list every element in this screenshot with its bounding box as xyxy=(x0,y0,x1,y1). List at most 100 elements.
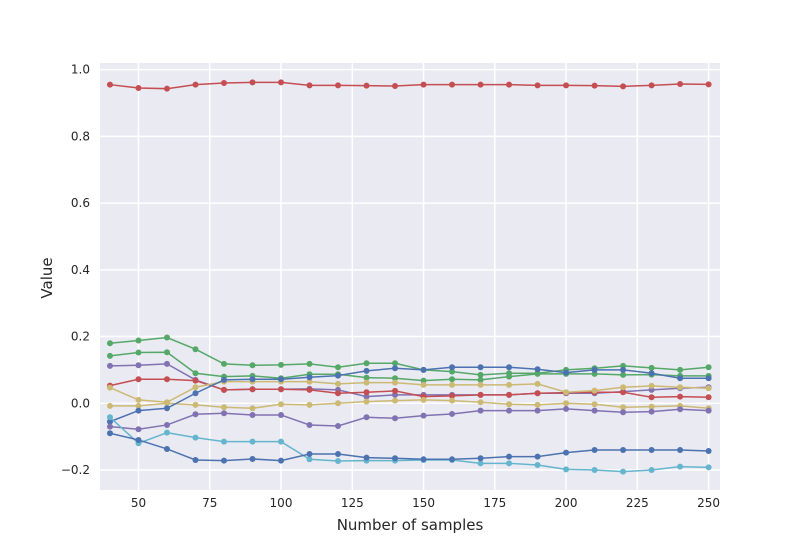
data-point xyxy=(477,81,484,88)
data-point xyxy=(278,457,285,464)
series-line xyxy=(109,351,709,382)
data-point xyxy=(506,381,513,388)
data-point xyxy=(363,367,370,374)
data-point xyxy=(449,397,456,404)
data-point xyxy=(648,394,655,401)
data-point xyxy=(449,381,456,388)
plot-area xyxy=(100,63,720,490)
data-point xyxy=(591,407,598,414)
series-line xyxy=(109,380,709,404)
data-point xyxy=(249,405,256,412)
x-tick-label: 100 xyxy=(270,496,293,510)
data-point xyxy=(192,377,199,384)
data-point xyxy=(335,457,342,464)
data-point xyxy=(335,450,342,457)
data-point xyxy=(163,445,170,452)
data-point xyxy=(648,408,655,415)
data-point xyxy=(449,410,456,417)
data-point xyxy=(135,402,142,409)
x-tick-label: 250 xyxy=(697,496,720,510)
series-10 xyxy=(106,430,712,464)
data-point xyxy=(591,466,598,473)
data-point xyxy=(278,386,285,393)
data-point xyxy=(449,364,456,371)
data-point xyxy=(192,390,199,397)
data-point xyxy=(335,422,342,429)
data-point xyxy=(363,393,370,400)
data-point xyxy=(278,361,285,368)
series-group xyxy=(106,79,712,475)
data-point xyxy=(278,438,285,445)
data-point xyxy=(392,379,399,386)
data-point xyxy=(477,399,484,406)
data-point xyxy=(677,393,684,400)
data-point xyxy=(392,360,399,367)
data-point xyxy=(363,414,370,421)
data-point xyxy=(135,85,142,92)
data-point xyxy=(420,81,427,88)
data-point xyxy=(420,377,427,384)
data-point xyxy=(221,386,227,393)
series-line xyxy=(109,432,709,462)
data-point xyxy=(363,389,370,396)
data-point xyxy=(677,375,684,382)
grid xyxy=(100,63,720,490)
data-point xyxy=(192,370,199,377)
x-tick-label: 125 xyxy=(341,496,364,510)
data-point xyxy=(192,434,199,441)
data-point xyxy=(392,387,399,394)
data-point xyxy=(449,368,456,375)
data-point xyxy=(249,438,256,445)
data-point xyxy=(135,362,142,369)
data-point xyxy=(335,400,342,407)
data-point xyxy=(591,366,598,373)
x-tick-label: 225 xyxy=(626,496,649,510)
data-point xyxy=(163,405,170,412)
data-point xyxy=(335,364,342,371)
series-line xyxy=(109,366,709,423)
data-point xyxy=(449,456,456,463)
y-tick-label: 0.0 xyxy=(71,396,90,410)
data-point xyxy=(705,447,712,454)
data-point xyxy=(705,407,712,414)
data-point xyxy=(163,429,170,436)
series-7 xyxy=(106,364,712,425)
data-point xyxy=(306,82,313,89)
y-tick-label: 0.6 xyxy=(71,196,90,210)
data-point xyxy=(278,411,285,418)
series-9 xyxy=(106,414,712,475)
data-point xyxy=(249,411,256,418)
data-point xyxy=(221,404,227,411)
data-point xyxy=(106,430,113,437)
data-point xyxy=(192,384,199,391)
data-point xyxy=(506,373,513,380)
data-point xyxy=(163,360,170,367)
data-point xyxy=(620,371,627,378)
data-point xyxy=(335,390,342,397)
data-point xyxy=(392,365,399,372)
data-point xyxy=(477,455,484,462)
data-point xyxy=(477,391,484,398)
data-point xyxy=(506,460,513,467)
data-point xyxy=(221,410,227,417)
series-5 xyxy=(106,378,712,406)
series-line xyxy=(109,378,709,399)
tick-labels: 50 75 100 125 150 175 200 225 250 −0.2 0.0 0.2 0.4 0.… xyxy=(61,63,720,510)
data-point xyxy=(563,449,570,456)
data-point xyxy=(163,376,170,383)
data-point xyxy=(563,466,570,473)
data-point xyxy=(420,412,427,419)
data-point xyxy=(249,455,256,462)
data-point xyxy=(392,415,399,422)
data-point xyxy=(249,79,256,86)
data-point xyxy=(192,81,199,88)
data-point xyxy=(620,409,627,416)
data-point xyxy=(534,82,541,89)
data-point xyxy=(477,376,484,383)
data-point xyxy=(363,360,370,367)
data-point xyxy=(449,376,456,383)
data-point xyxy=(648,370,655,377)
data-point xyxy=(135,436,142,443)
